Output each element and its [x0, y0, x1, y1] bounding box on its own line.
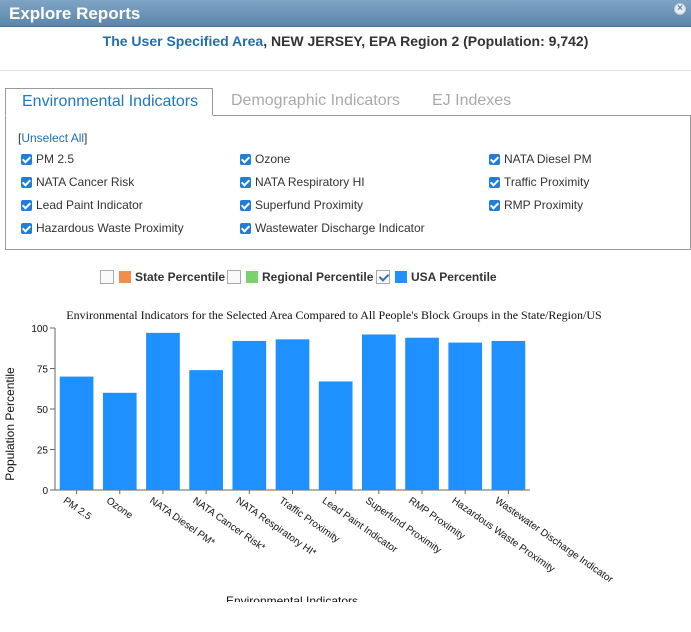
checkbox-label: NATA Respiratory HI [255, 175, 365, 189]
bar-wastewater-discharge-indicator [491, 340, 526, 490]
x-tick-label: Lead Paint Indicator [320, 495, 400, 555]
bar-superfund-proximity [362, 334, 396, 490]
checkbox-lead-paint-indicator[interactable]: Lead Paint Indicator [21, 198, 143, 212]
x-tick-label: PM 2.5 [61, 495, 94, 522]
y-axis-label: Population Percentile [3, 367, 17, 481]
checkbox-checked-icon[interactable] [21, 153, 32, 165]
checkbox-label: Ozone [255, 152, 291, 166]
checkbox-label: Wastewater Discharge Indicator [255, 221, 425, 235]
legend-swatch [395, 271, 407, 283]
checkbox-label: RMP Proximity [504, 198, 584, 212]
checkbox-nata-cancer-risk[interactable]: NATA Cancer Risk [21, 175, 134, 189]
x-tick-label: NATA Cancer Risk* [190, 495, 267, 553]
checkbox-checked-icon[interactable] [21, 222, 32, 234]
checkbox-checked-icon[interactable] [489, 199, 500, 211]
legend-checkbox[interactable] [100, 270, 114, 284]
checkbox-nata-diesel-pm[interactable]: NATA Diesel PM [489, 152, 592, 166]
legend-checkbox[interactable] [376, 270, 390, 284]
checkbox-label: Hazardous Waste Proximity [36, 221, 184, 235]
y-tick-label: 50 [37, 405, 49, 416]
tab-environmental-indicators[interactable]: Environmental Indicators [5, 88, 213, 116]
legend-label: State Percentile [135, 270, 226, 284]
title-bar: Explore Reports × [0, 0, 691, 27]
checkbox-checked-icon[interactable] [240, 199, 251, 211]
y-tick-label: 25 [37, 446, 49, 457]
tab-ej-indexes[interactable]: EJ Indexes [432, 92, 512, 109]
checkbox-label: NATA Cancer Risk [36, 175, 135, 189]
y-tick-label: 75 [37, 365, 49, 376]
checkbox-label: PM 2.5 [36, 152, 75, 166]
checkbox-checked-icon[interactable] [240, 222, 251, 234]
checkbox-rmp-proximity[interactable]: RMP Proximity [489, 198, 583, 212]
bar-ozone [102, 392, 137, 490]
tab-demographic-indicators[interactable]: Demographic Indicators [231, 92, 400, 109]
legend-swatch [119, 271, 131, 283]
checkbox-label: Traffic Proximity [504, 175, 590, 189]
area-summary: The User Specified Area, NEW JERSEY, EPA… [0, 33, 691, 49]
close-icon[interactable]: × [674, 3, 686, 15]
bar-pm-2-5 [59, 376, 94, 490]
legend-usa-percentile[interactable]: USA Percentile [376, 270, 497, 284]
x-tick-label: Ozone [104, 495, 135, 521]
checkbox-superfund-proximity[interactable]: Superfund Proximity [240, 198, 363, 212]
checkbox-checked-icon[interactable] [489, 153, 500, 165]
area-link[interactable]: The User Specified Area [102, 33, 264, 49]
bar-traffic-proximity [275, 339, 310, 490]
legend-state-percentile[interactable]: State Percentile [100, 270, 225, 284]
checkbox-label: Lead Paint Indicator [36, 198, 143, 212]
checkbox-checked-icon[interactable] [240, 153, 251, 165]
unselect-all: [Unselect All] [18, 131, 88, 145]
checkbox-ozone[interactable]: Ozone [240, 152, 290, 166]
checkbox-nata-respiratory-hi[interactable]: NATA Respiratory HI [240, 175, 365, 189]
checkbox-wastewater-discharge-indicator[interactable]: Wastewater Discharge Indicator [240, 221, 425, 235]
chart-title: Environmental Indicators for the Selecte… [66, 308, 601, 322]
checkbox-checked-icon[interactable] [489, 176, 500, 188]
checkbox-traffic-proximity[interactable]: Traffic Proximity [489, 175, 589, 189]
x-tick-label: NATA Respiratory HI* [234, 495, 318, 559]
y-tick-label: 0 [42, 486, 48, 497]
checkbox-checked-icon[interactable] [21, 176, 32, 188]
checkbox-hazardous-waste-proximity[interactable]: Hazardous Waste Proximity [21, 221, 184, 235]
x-axis-label: Environmental Indicators [226, 594, 358, 602]
bar-lead-paint-indicator [318, 381, 353, 490]
bar-nata-diesel-pm [146, 332, 180, 490]
bar-nata-cancer-risk [189, 370, 223, 490]
legend-label: Regional Percentile [262, 270, 374, 284]
checkbox-checked-icon[interactable] [21, 199, 32, 211]
checkbox-label: NATA Diesel PM [504, 152, 592, 166]
checkbox-checked-icon[interactable] [240, 176, 251, 188]
legend-swatch [246, 271, 258, 283]
area-details: , NEW JERSEY, EPA Region 2 (Population: … [263, 33, 589, 49]
indicator-panel: [Unselect All] PM 2.5 Ozone NATA Diesel … [5, 115, 691, 250]
window-title: Explore Reports [9, 4, 141, 23]
checkbox-pm25[interactable]: PM 2.5 [21, 152, 74, 166]
bar-hazardous-waste-proximity [448, 342, 483, 490]
bar-nata-respiratory-hi [232, 340, 267, 490]
legend-regional-percentile[interactable]: Regional Percentile [227, 270, 373, 284]
x-tick-label: Superfund Proximity [363, 495, 443, 556]
y-tick-label: 100 [31, 324, 48, 335]
legend-label: USA Percentile [411, 270, 497, 284]
legend-checkbox[interactable] [227, 270, 241, 284]
divider [0, 70, 691, 71]
bar-rmp-proximity [405, 337, 439, 490]
unselect-all-link[interactable]: Unselect All [21, 131, 85, 145]
bar-chart: Environmental Indicators for the Selecte… [3, 308, 615, 602]
checkbox-label: Superfund Proximity [255, 198, 364, 212]
